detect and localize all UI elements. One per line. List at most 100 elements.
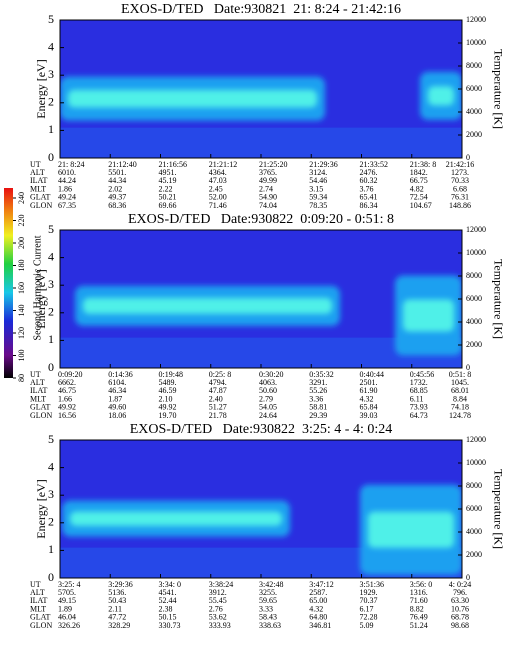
orbit-row-name: GLAT: [30, 403, 51, 412]
orbit-value: 4541.: [159, 588, 177, 597]
spectrogram-core: [428, 86, 454, 106]
y-tick-label: 0: [48, 360, 54, 374]
orbit-value: 8.84: [453, 394, 467, 403]
orbit-value: 46.59: [159, 386, 177, 395]
orbit-value: 68.36: [108, 201, 126, 210]
orbit-value: 4364.: [209, 168, 227, 177]
orbit-value: 2.45: [209, 184, 223, 193]
y-tick-label: 3: [48, 277, 54, 291]
orbit-value: 3912.: [209, 588, 227, 597]
orbit-value: 65.00: [309, 596, 327, 605]
orbit-value: 104.67: [410, 201, 432, 210]
y2-tick-label: 4000: [466, 107, 482, 116]
orbit-value: 21:33:52: [360, 160, 388, 169]
y-tick-label: 1: [48, 542, 54, 556]
y2-tick-label: 12000: [466, 15, 486, 24]
orbit-row-name: GLAT: [30, 613, 51, 622]
orbit-value: 3:38:24: [209, 580, 233, 589]
orbit-value: 338.63: [259, 621, 281, 630]
orbit-value: 2501.: [360, 378, 378, 387]
orbit-value: 1.87: [108, 394, 122, 403]
orbit-value: 68.85: [410, 386, 428, 395]
orbit-value: 59.65: [259, 596, 277, 605]
orbit-value: 49.92: [58, 403, 76, 412]
spectrogram: [60, 230, 462, 368]
orbit-value: 49.99: [259, 176, 277, 185]
orbit-row-name: ILAT: [30, 596, 47, 605]
colorbar-tick-label: 160: [17, 282, 26, 294]
orbit-value: 6104.: [108, 378, 126, 387]
spectrogram: [60, 440, 462, 578]
orbit-value: 5136.: [108, 588, 126, 597]
orbit-value: 18.06: [108, 411, 126, 420]
orbit-value: 5705.: [58, 588, 76, 597]
orbit-value: 6.11: [410, 394, 424, 403]
orbit-value: 5501.: [108, 168, 126, 177]
spectrogram-core: [403, 299, 454, 332]
spectrogram-low: [60, 127, 462, 158]
orbit-value: 58.43: [259, 613, 277, 622]
orbit-value: 0:09:20: [58, 370, 82, 379]
orbit-value: 2.22: [159, 184, 173, 193]
y2-tick-label: 6000: [466, 84, 482, 93]
spectrogram-core: [68, 89, 317, 108]
orbit-value: 19.70: [159, 411, 177, 420]
y2-tick-label: 0: [466, 573, 470, 582]
orbit-value: 0:30:20: [259, 370, 283, 379]
chart-title: EXOS-D/TED Date:930822 3:25: 4 - 4: 0:24: [130, 422, 392, 437]
y2-tick-label: 2000: [466, 550, 482, 559]
orbit-value: 2476.: [360, 168, 378, 177]
orbit-row-name: MLT: [30, 184, 46, 193]
y2-tick-label: 10000: [466, 458, 486, 467]
spectrogram: [60, 20, 462, 158]
orbit-value: 98.68: [451, 621, 469, 630]
orbit-value: 21: 8:24: [58, 160, 84, 169]
y-tick-label: 3: [48, 487, 54, 501]
orbit-value: 50.21: [159, 193, 177, 202]
colorbar-tick-label: 140: [17, 305, 26, 317]
orbit-value: 0:14:36: [108, 370, 132, 379]
orbit-value: 49.92: [159, 403, 177, 412]
orbit-value: 1.86: [58, 184, 72, 193]
orbit-value: 3255.: [259, 588, 277, 597]
orbit-value: 3:34: 0: [159, 580, 181, 589]
y2-tick-label: 2000: [466, 130, 482, 139]
y2-axis-label: Temperature [K]: [491, 49, 505, 129]
orbit-value: 53.62: [209, 613, 227, 622]
orbit-value: 3.33: [259, 604, 273, 613]
y2-tick-label: 6000: [466, 504, 482, 513]
orbit-value: 3:56: 0: [410, 580, 432, 589]
colorbar-tick-label: 120: [17, 327, 26, 339]
orbit-value: 74.18: [451, 403, 469, 412]
orbit-value: 3124.: [309, 168, 327, 177]
orbit-value: 21:12:40: [108, 160, 136, 169]
orbit-value: 39.03: [360, 411, 378, 420]
orbit-row-name: GLAT: [30, 193, 51, 202]
orbit-value: 21:21:12: [209, 160, 237, 169]
orbit-value: 76.31: [451, 193, 469, 202]
y-tick-label: 3: [48, 67, 54, 81]
y-axis-label: Energy [eV]: [34, 269, 48, 328]
orbit-value: 4951.: [159, 168, 177, 177]
colorbar-tick-label: 200: [17, 237, 26, 249]
orbit-value: 0:51: 8: [449, 370, 471, 379]
y2-tick-label: 4000: [466, 527, 482, 536]
orbit-value: 51.24: [410, 621, 428, 630]
orbit-value: 333.93: [209, 621, 231, 630]
colorbar-tick-label: 80: [17, 374, 26, 382]
orbit-value: 330.73: [159, 621, 181, 630]
orbit-value: 4794.: [209, 378, 227, 387]
orbit-value: 3.36: [309, 394, 323, 403]
orbit-value: 54.05: [259, 403, 277, 412]
orbit-value: 78.35: [309, 201, 327, 210]
orbit-row-name: UT: [30, 370, 41, 379]
orbit-value: 3.15: [309, 184, 323, 193]
y-tick-label: 5: [48, 432, 54, 446]
colorbar-tick-label: 220: [17, 215, 26, 227]
orbit-value: 76.49: [410, 613, 428, 622]
y2-tick-label: 4000: [466, 317, 482, 326]
orbit-value: 2.02: [108, 184, 122, 193]
y-tick-label: 2: [48, 95, 54, 109]
orbit-row-name: ALT: [30, 168, 45, 177]
